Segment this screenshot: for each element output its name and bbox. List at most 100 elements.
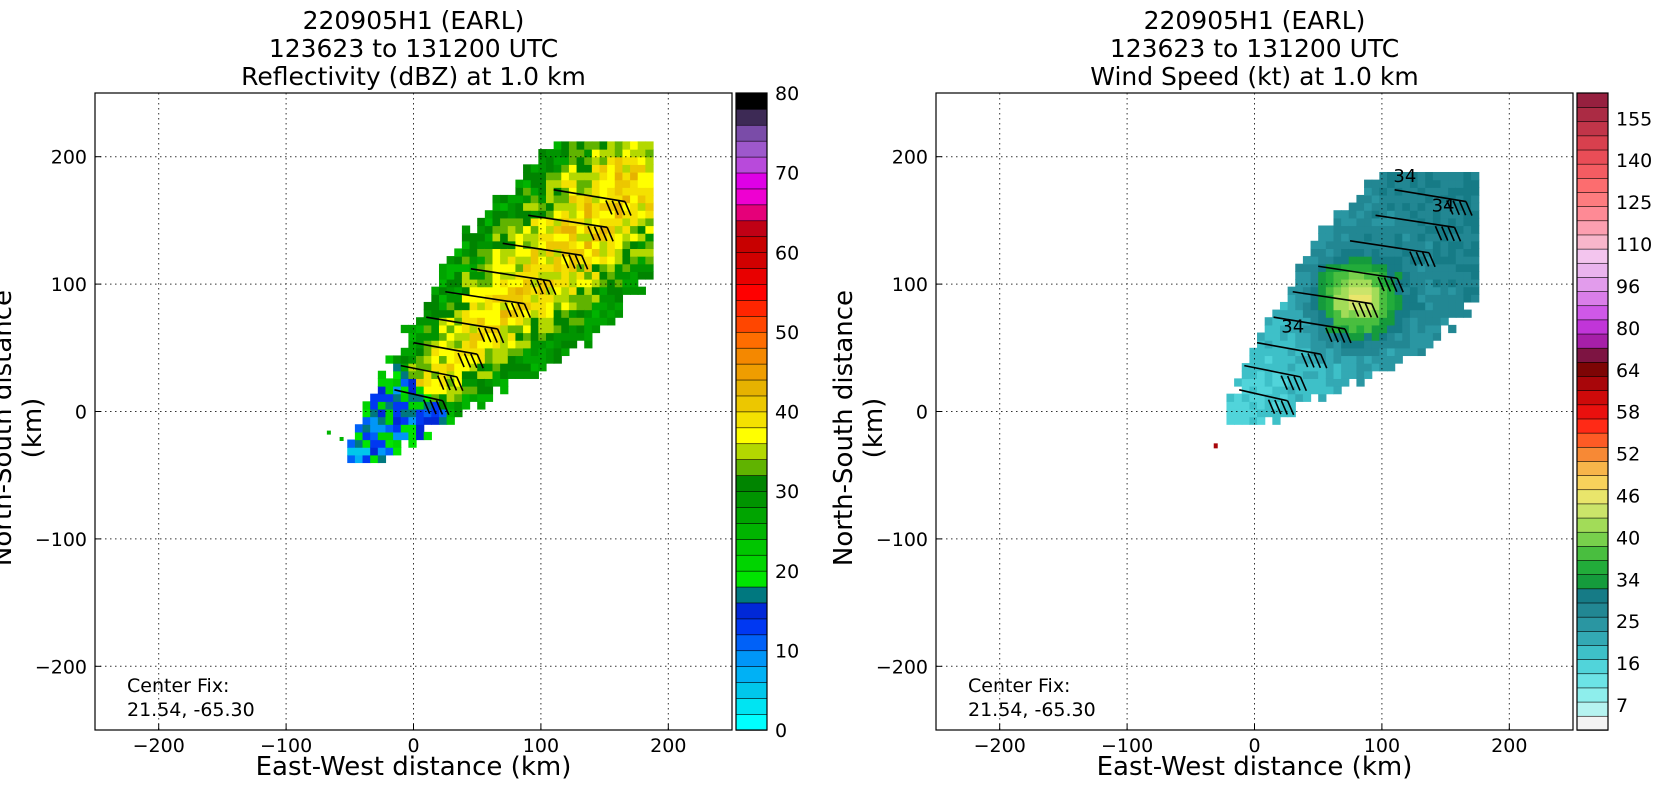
- data-cell: [538, 332, 547, 341]
- data-cell: [568, 210, 578, 219]
- data-cell: [1279, 332, 1289, 341]
- data-cell: [454, 324, 463, 334]
- data-cell: [469, 332, 478, 341]
- center-fix-coords: 21.54, -65.30: [968, 699, 1096, 721]
- data-cell: [1348, 286, 1358, 295]
- data-cell: [568, 194, 578, 204]
- data-cell: [1379, 355, 1388, 364]
- data-cell: [484, 393, 494, 402]
- colorbar-swatch: [1576, 630, 1609, 646]
- colorbar-swatch: [735, 331, 768, 349]
- data-cell: [393, 355, 402, 364]
- wind-barb-flag: [1351, 302, 1360, 317]
- data-cell: [446, 332, 455, 341]
- data-cell: [1287, 386, 1296, 395]
- data-cell: [538, 179, 547, 188]
- data-cell: [1417, 240, 1426, 250]
- data-cell: [553, 179, 562, 188]
- x-axis-label: East-West distance (km): [1096, 752, 1413, 782]
- data-cell: [561, 202, 570, 211]
- data-cell: [546, 271, 555, 280]
- data-cell: [1272, 363, 1281, 372]
- data-cell: [1394, 301, 1403, 311]
- data-cell: [438, 271, 448, 280]
- data-cell: [1325, 256, 1335, 265]
- data-cell: [423, 317, 432, 326]
- data-cell: [1402, 271, 1411, 280]
- data-cell: [607, 141, 616, 150]
- data-cell: [438, 355, 448, 364]
- data-cell: [1409, 263, 1419, 272]
- data-cell: [614, 149, 624, 158]
- data-cell: [469, 256, 478, 265]
- data-cell: [1432, 271, 1442, 280]
- data-cell: [1448, 324, 1457, 334]
- data-cell: [1394, 225, 1403, 234]
- wind-barb: [1318, 265, 1398, 280]
- data-cell: [637, 240, 646, 250]
- data-cell: [1379, 301, 1388, 311]
- wind-barb-flag: [600, 226, 608, 242]
- wind-barb-flag: [1396, 277, 1404, 293]
- colorbar-tick-label: 16: [1616, 653, 1640, 675]
- data-cell: [1463, 179, 1472, 188]
- data-cell: [599, 248, 608, 257]
- data-cell: [423, 378, 432, 387]
- data-cell: [1455, 217, 1465, 227]
- data-cell: [1234, 408, 1243, 418]
- wind-barb-flag: [484, 327, 492, 343]
- data-cell: [584, 187, 593, 196]
- data-cell: [393, 370, 402, 379]
- colorbar-swatch: [735, 140, 768, 158]
- data-cell: [1333, 271, 1342, 280]
- data-cell: [1471, 248, 1480, 257]
- data-cell: [1440, 171, 1449, 181]
- data-cell: [1310, 309, 1319, 318]
- data-cell: [523, 194, 532, 204]
- data-cell: [607, 164, 616, 173]
- data-cell: [1325, 271, 1335, 280]
- data-cell: [1333, 233, 1342, 242]
- data-cell: [576, 217, 585, 227]
- data-cell: [523, 248, 532, 257]
- data-cell: [622, 256, 631, 265]
- data-cell: [561, 294, 570, 303]
- data-cell: [1264, 408, 1273, 418]
- data-cell: [546, 233, 555, 242]
- data-cell: [1333, 355, 1342, 364]
- data-cell: [1379, 309, 1388, 318]
- data-cell: [1417, 179, 1426, 188]
- data-cell: [1387, 194, 1396, 204]
- data-cell: [515, 210, 524, 219]
- data-cell: [1295, 378, 1304, 387]
- colorbar-swatch: [1576, 319, 1609, 335]
- data-cell: [584, 217, 593, 227]
- data-cell: [622, 286, 631, 295]
- colorbar-tick-label: 0: [775, 720, 787, 742]
- data-cell: [416, 431, 425, 441]
- data-cell: [1310, 286, 1319, 295]
- data-cell: [515, 217, 524, 227]
- wind-barb-flag: [422, 399, 431, 414]
- colorbar-swatch: [1576, 205, 1609, 222]
- data-cell: [553, 355, 562, 364]
- data-cell: [553, 202, 562, 211]
- data-cell: [1463, 194, 1472, 204]
- data-cell: [1432, 294, 1442, 303]
- data-cell: [630, 187, 639, 196]
- data-cell: [507, 233, 517, 242]
- data-cell: [614, 240, 624, 250]
- data-cell: [446, 408, 455, 418]
- data-cell: [454, 332, 463, 341]
- data-cell: [408, 408, 417, 418]
- data-cell: [469, 294, 478, 303]
- colorbar-tick-label: 80: [775, 83, 799, 105]
- wind-barb-flag: [1446, 200, 1454, 215]
- data-cell: [546, 286, 555, 295]
- data-cell: [568, 233, 578, 242]
- data-cell: [561, 233, 570, 242]
- data-cell: [1356, 378, 1365, 387]
- data-cell: [515, 187, 524, 196]
- data-cell: [1295, 393, 1304, 402]
